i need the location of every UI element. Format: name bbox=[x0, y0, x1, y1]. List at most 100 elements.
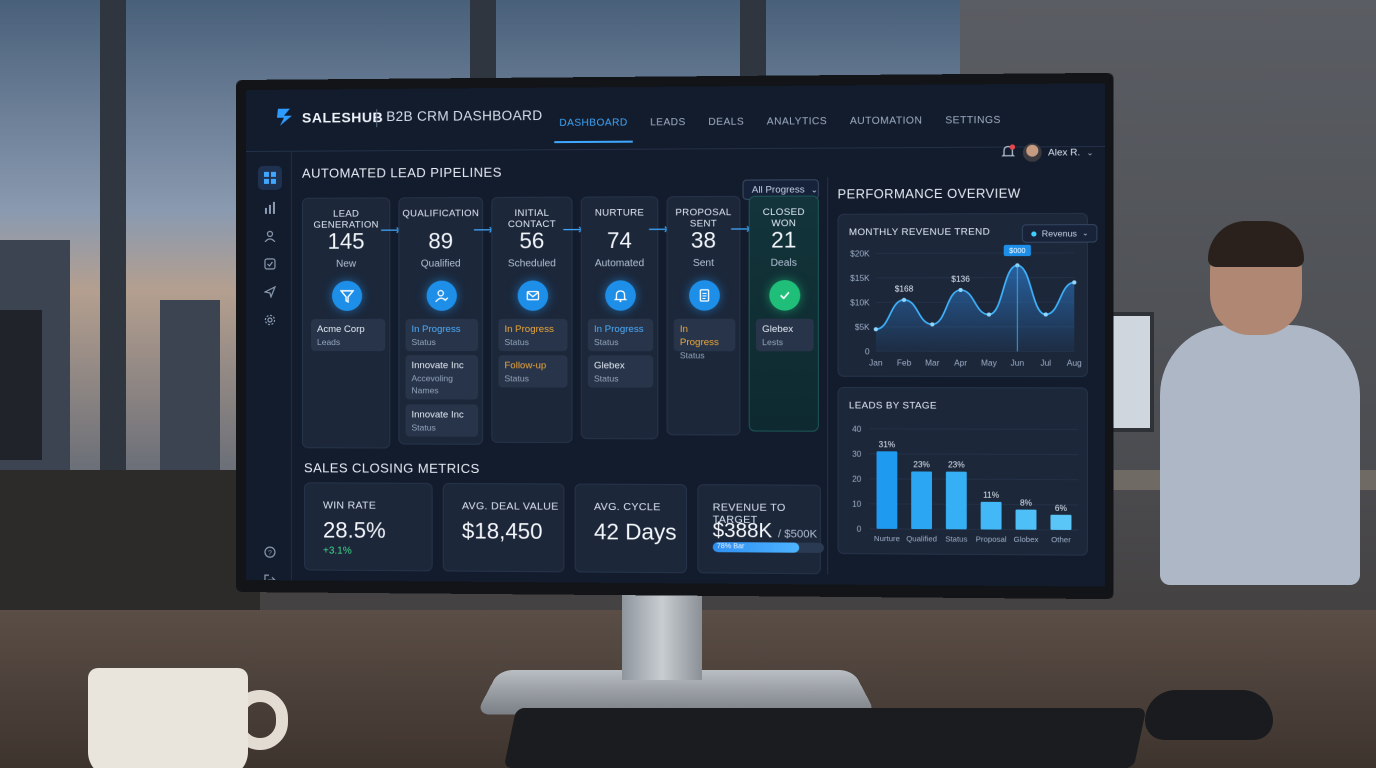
send-icon[interactable] bbox=[258, 280, 282, 304]
nav-leads[interactable]: LEADS bbox=[639, 107, 697, 139]
nav-dashboard[interactable]: DASHBOARD bbox=[548, 107, 639, 139]
lead-card[interactable]: In Progress Status bbox=[498, 319, 567, 351]
brand-name: SALESHUB bbox=[302, 109, 383, 126]
funnel-icon bbox=[332, 281, 362, 311]
x-tick-label: Qualified bbox=[906, 534, 937, 543]
bar bbox=[1050, 515, 1071, 530]
win-rate-card[interactable]: WIN RATE 28.5% +3.1% bbox=[304, 482, 433, 571]
user-menu[interactable]: Alex R. ⌄ bbox=[1023, 143, 1094, 162]
y-tick-label: 0 bbox=[865, 347, 870, 356]
metric-label: AVG. DEAL VALUE bbox=[462, 500, 559, 513]
lead-card[interactable]: Glebex Lests bbox=[756, 319, 814, 352]
revenue-target: / $500K bbox=[778, 528, 817, 540]
stage-count: 74 bbox=[582, 228, 658, 255]
card-sub: Leads bbox=[317, 336, 379, 348]
x-tick-label: Other bbox=[1051, 535, 1071, 544]
city-building bbox=[160, 300, 220, 470]
mouse bbox=[1145, 690, 1273, 740]
card-sub: Status bbox=[411, 336, 472, 348]
x-tick-label: Globex bbox=[1014, 535, 1039, 544]
notification-bell-icon[interactable] bbox=[1000, 143, 1017, 159]
x-tick-label: Apr bbox=[954, 359, 967, 368]
data-point bbox=[987, 312, 991, 316]
card-sub: Status bbox=[504, 336, 561, 348]
stage-qualification[interactable]: QUALIFICATION 89 Qualified In Progress S… bbox=[398, 197, 483, 445]
stage-name: PROPOSAL SENT bbox=[668, 207, 740, 230]
stage-closed-won[interactable]: CLOSED WON 21 Deals Glebex Lests bbox=[749, 196, 819, 432]
chart-icon[interactable] bbox=[258, 196, 282, 220]
lead-card[interactable]: In Progress Status bbox=[405, 319, 478, 351]
coffee-mug bbox=[88, 668, 248, 768]
card-sub: Lests bbox=[762, 336, 807, 348]
user-icon[interactable] bbox=[258, 224, 282, 248]
lead-card[interactable]: Innovate Inc Status bbox=[405, 404, 478, 436]
data-point bbox=[1072, 280, 1076, 284]
sidebar: ? bbox=[246, 152, 292, 581]
metric-delta: +3.1% bbox=[323, 546, 352, 557]
nav-analytics[interactable]: ANALYTICS bbox=[755, 106, 838, 138]
svg-text:?: ? bbox=[268, 550, 272, 557]
data-label: 23% bbox=[913, 460, 930, 469]
lead-card[interactable]: Glebex Status bbox=[588, 355, 653, 387]
data-point bbox=[874, 327, 878, 331]
stage-name: LEAD GENERATION bbox=[303, 208, 389, 230]
check-shield-icon[interactable] bbox=[258, 252, 282, 276]
avg-deal-card[interactable]: AVG. DEAL VALUE $18,450 bbox=[443, 483, 565, 572]
card-title: In Progress bbox=[594, 323, 647, 336]
x-tick-label: Jul bbox=[1040, 359, 1051, 368]
revenue-target-card[interactable]: REVENUE TO TARGET $388K / $500K 78% Bar bbox=[697, 484, 821, 574]
nav-settings[interactable]: SETTINGS bbox=[934, 105, 1013, 137]
dashboard-icon[interactable] bbox=[258, 166, 282, 190]
lead-card[interactable]: Follow-up Status bbox=[498, 355, 567, 387]
x-tick-label: Nurture bbox=[874, 534, 900, 543]
stage-lead-generation[interactable]: LEAD GENERATION 145 New Acme Corp Leads bbox=[302, 197, 390, 448]
stage-sub: Deals bbox=[750, 258, 818, 269]
leads-by-stage-panel: LEADS BY STAGE 40 30 20 10 0 31% Nurture 23% Qua… bbox=[837, 387, 1087, 556]
data-label: $168 bbox=[895, 285, 914, 294]
y-tick-label: 10 bbox=[852, 500, 862, 509]
avg-cycle-card[interactable]: AVG. CYCLE 42 Days bbox=[575, 484, 687, 574]
revenue-area bbox=[876, 265, 1074, 351]
stage-count: 145 bbox=[303, 229, 389, 255]
check-icon bbox=[769, 280, 800, 311]
stage-sub: Sent bbox=[668, 258, 740, 269]
data-label: $000 bbox=[1009, 248, 1025, 255]
card-title: Acme Corp bbox=[317, 323, 379, 336]
nav-automation[interactable]: AUTOMATION bbox=[839, 105, 934, 137]
lead-card[interactable]: Innovate Inc Accevoling Names bbox=[405, 355, 478, 399]
gridline bbox=[870, 504, 1079, 505]
stage-nurture[interactable]: NURTURE 74 Automated In Progress Status … bbox=[581, 196, 659, 439]
gridline bbox=[870, 479, 1079, 480]
divider bbox=[827, 177, 828, 574]
card-title: In Progress bbox=[504, 323, 561, 336]
revenue-value: $388K bbox=[713, 520, 773, 543]
stage-name: CLOSED WON bbox=[750, 207, 818, 230]
y-tick-label: $20K bbox=[850, 249, 870, 258]
pipeline-title: AUTOMATED LEAD PIPELINES bbox=[302, 165, 502, 181]
data-point bbox=[930, 322, 934, 326]
bar bbox=[911, 471, 932, 529]
nav-deals[interactable]: DEALS bbox=[697, 106, 755, 138]
lead-card[interactable]: Acme Corp Leads bbox=[311, 319, 385, 351]
stage-count: 21 bbox=[750, 227, 818, 254]
gear-icon[interactable] bbox=[258, 308, 282, 332]
help-icon[interactable]: ? bbox=[258, 540, 282, 564]
revenue-line-chart: $20K $15K $10K $5K 0 Jan Feb Mar Apr May Jun Jul Aug… bbox=[839, 214, 1089, 378]
logo-icon bbox=[274, 106, 296, 128]
lead-card[interactable]: In Progress Status bbox=[588, 319, 653, 351]
brand-separator bbox=[376, 109, 377, 127]
stage-initial-contact[interactable]: INITIAL CONTACT 56 Scheduled In Progress… bbox=[491, 197, 572, 444]
crm-dashboard: SALESHUB B2B CRM DASHBOARD DASHBOARD LEA… bbox=[246, 83, 1105, 586]
metrics-title: SALES CLOSING METRICS bbox=[304, 460, 480, 476]
user-name: Alex R. bbox=[1048, 147, 1080, 158]
y-tick-label: $5K bbox=[855, 323, 870, 332]
stage-name: NURTURE bbox=[582, 207, 658, 218]
card-title: Glebex bbox=[762, 323, 807, 336]
leads-bar-chart: 40 30 20 10 0 31% Nurture 23% Qualified 23% Status… bbox=[839, 388, 1089, 557]
lead-card[interactable]: In Progress Status bbox=[674, 319, 736, 351]
performance-title: PERFORMANCE OVERVIEW bbox=[837, 186, 1020, 201]
gridline bbox=[870, 454, 1079, 455]
metric-label: AVG. CYCLE bbox=[594, 501, 661, 514]
stage-name: INITIAL CONTACT bbox=[492, 208, 571, 230]
chevron-down-icon: ⌄ bbox=[1086, 148, 1093, 157]
